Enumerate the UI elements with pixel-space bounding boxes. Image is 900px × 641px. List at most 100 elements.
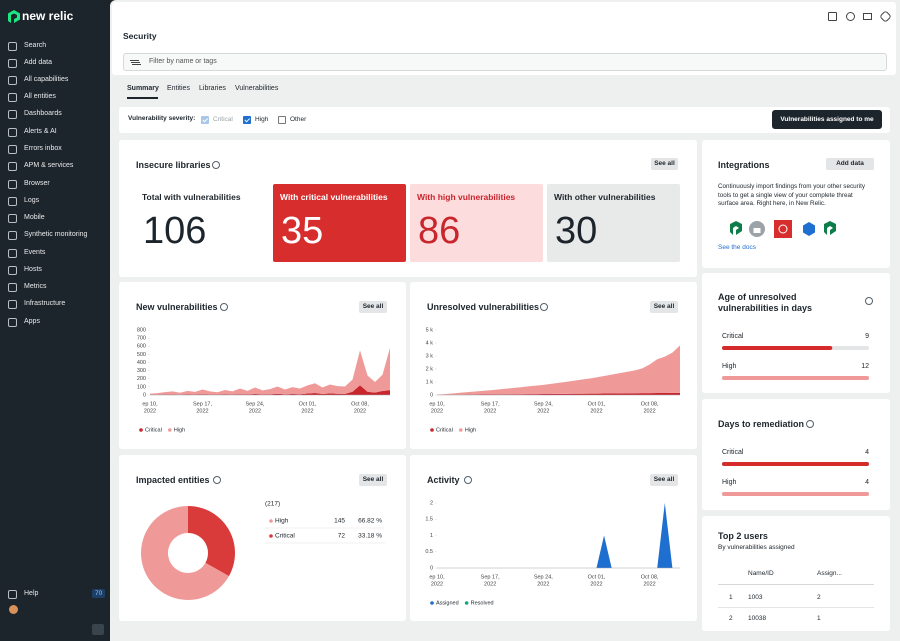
panel-title: Activity: [427, 475, 460, 485]
row-divider: [718, 607, 874, 608]
help-icon[interactable]: [846, 12, 855, 21]
sidebar: new relic Search Add data All capabilities…: [0, 0, 110, 641]
tile: With high vulnerabilities 86: [410, 184, 543, 262]
integration-logos: [730, 219, 870, 239]
tab[interactable]: Entities: [167, 85, 190, 92]
nav-item[interactable]: Browser: [8, 178, 50, 190]
help-link[interactable]: Help: [8, 588, 38, 600]
check-mark: [244, 117, 249, 122]
page-title: Security: [123, 31, 157, 41]
user-id: 1003: [748, 594, 762, 601]
tab-underline: [127, 97, 158, 99]
info-icon[interactable]: [540, 303, 548, 311]
collapse-button[interactable]: [92, 624, 104, 635]
panel-title: Unresolved vulnerabilities: [427, 302, 539, 312]
column-header: Name/ID: [748, 570, 774, 577]
checkbox-label: High: [255, 116, 268, 123]
panel-title: Integrations: [718, 160, 770, 170]
nav-item[interactable]: Logs: [8, 195, 39, 207]
nav-item[interactable]: All entities: [8, 91, 56, 103]
assigned-button[interactable]: Vulnerabilities assigned to me: [772, 110, 882, 129]
nav-item[interactable]: Hosts: [8, 264, 42, 276]
filter-input[interactable]: Filter by name or tags: [123, 53, 887, 71]
tile-label: With other vulnerabilities: [554, 192, 655, 202]
see-all-button[interactable]: See all: [359, 474, 387, 486]
see-all-button[interactable]: See all: [651, 158, 678, 170]
age-panel: [702, 273, 890, 393]
nav-item[interactable]: APM & services: [8, 160, 73, 172]
integrations-description: Continuously import findings from your o…: [718, 183, 866, 209]
rank: 2: [729, 615, 733, 622]
add-data-button[interactable]: Add data: [826, 158, 874, 170]
nav-item[interactable]: Apps: [8, 316, 40, 328]
header: Security Filter by name or tags: [112, 2, 896, 75]
nav-item[interactable]: Alerts & AI: [8, 126, 57, 138]
info-icon[interactable]: [464, 476, 472, 484]
tab[interactable]: Libraries: [199, 85, 226, 92]
filter-icon: [130, 60, 139, 61]
remediation-panel: [702, 399, 890, 510]
mail-icon[interactable]: [863, 13, 872, 20]
panel-subtitle: By vulnerabilities assigned: [718, 544, 795, 551]
checkbox[interactable]: [278, 116, 286, 124]
nav-item[interactable]: Mobile: [8, 212, 45, 224]
check-mark: [202, 117, 207, 122]
tile-value: 106: [143, 210, 206, 253]
tile-value: 30: [555, 210, 597, 253]
tile: Total with vulnerabilities 106: [135, 184, 268, 262]
main: Security Filter by name or tags Summary E…: [110, 0, 900, 641]
link-icon[interactable]: [879, 10, 892, 23]
panel-title: New vulnerabilities: [136, 302, 218, 312]
tile-label: With critical vulnerabilities: [280, 192, 388, 202]
tile: With other vulnerabilities 30: [547, 184, 680, 262]
help-badge: 70: [92, 589, 105, 598]
panel-title: Age of unresolved vulnerabilities in day…: [718, 292, 858, 314]
nav-item[interactable]: Errors inbox: [8, 143, 62, 155]
nav-item[interactable]: Synthetic monitoring: [8, 229, 87, 241]
panel-title: Top 2 users: [718, 531, 768, 541]
checkbox-label: Critical: [213, 116, 233, 123]
see-all-button[interactable]: See all: [650, 301, 678, 313]
tile: With critical vulnerabilities 35: [273, 184, 406, 262]
panel-title: Days to remediation: [718, 419, 804, 429]
filter-placeholder: Filter by name or tags: [149, 58, 217, 65]
tile-label: With high vulnerabilities: [417, 192, 515, 202]
column-header: Assign...: [817, 570, 842, 577]
tile-label: Total with vulnerabilities: [142, 192, 241, 202]
nav-item[interactable]: Metrics: [8, 281, 47, 293]
tab[interactable]: Vulnerabilities: [235, 85, 278, 92]
avatar[interactable]: [9, 605, 18, 614]
checkbox[interactable]: [243, 116, 251, 124]
tile-value: 35: [281, 210, 323, 253]
severity-label: Vulnerability severity:: [128, 115, 195, 122]
info-icon[interactable]: [212, 161, 220, 169]
nav-item[interactable]: Add data: [8, 57, 52, 69]
rank: 1: [729, 594, 733, 601]
panel-title: Impacted entities: [136, 475, 210, 485]
nav-item[interactable]: Events: [8, 247, 45, 259]
nav-item[interactable]: Dashboards: [8, 108, 62, 120]
logo-text: new relic: [22, 9, 73, 23]
info-icon[interactable]: [220, 303, 228, 311]
nav-item[interactable]: All capabilities: [8, 74, 68, 86]
see-all-button[interactable]: See all: [359, 301, 387, 313]
tile-value: 86: [418, 210, 460, 253]
docs-link[interactable]: See the docs: [718, 244, 756, 251]
nav-item[interactable]: Search: [8, 40, 46, 52]
info-icon[interactable]: [865, 297, 873, 305]
user-id: 10038: [748, 615, 766, 622]
checkbox[interactable]: [201, 116, 209, 124]
tab[interactable]: Summary: [127, 85, 159, 92]
logo-icon: [8, 10, 20, 23]
terminal-icon[interactable]: [828, 12, 837, 21]
see-all-button[interactable]: See all: [650, 474, 678, 486]
nav-item[interactable]: Infrastructure: [8, 298, 65, 310]
info-icon[interactable]: [806, 420, 814, 428]
info-icon[interactable]: [213, 476, 221, 484]
checkbox-label: Other: [290, 116, 306, 123]
assigned-count: 1: [817, 615, 821, 622]
assigned-count: 2: [817, 594, 821, 601]
panel-title: Insecure libraries: [136, 160, 211, 170]
row-divider: [718, 584, 874, 585]
